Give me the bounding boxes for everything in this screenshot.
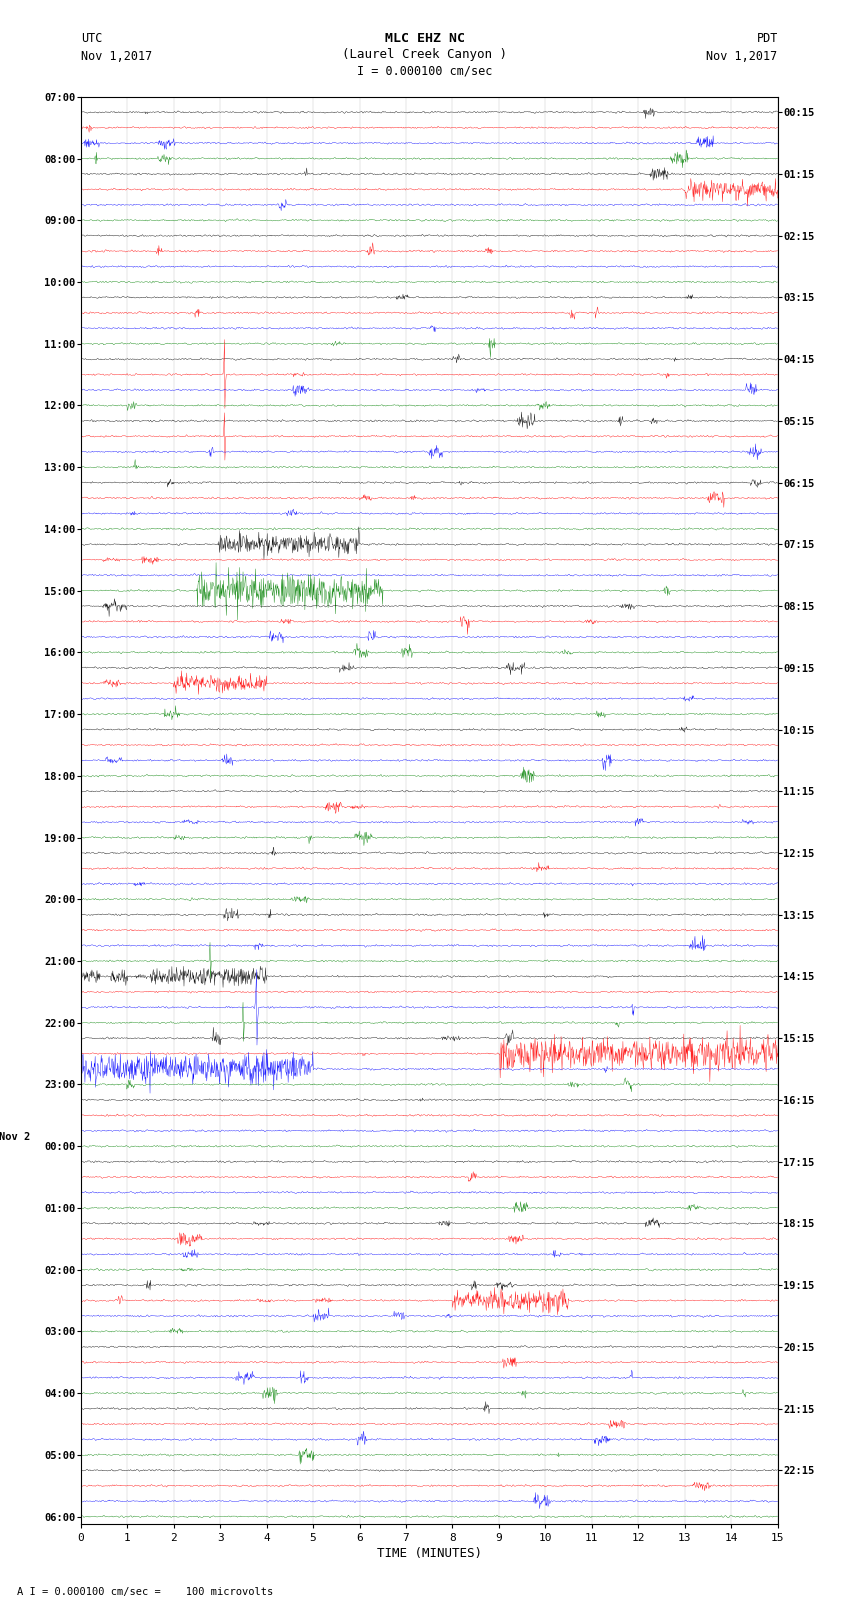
Text: (Laurel Creek Canyon ): (Laurel Creek Canyon ) bbox=[343, 48, 507, 61]
Text: PDT: PDT bbox=[756, 32, 778, 45]
Text: Nov 2: Nov 2 bbox=[0, 1132, 31, 1142]
X-axis label: TIME (MINUTES): TIME (MINUTES) bbox=[377, 1547, 482, 1560]
Text: UTC: UTC bbox=[81, 32, 102, 45]
Text: MLC EHZ NC: MLC EHZ NC bbox=[385, 32, 465, 45]
Text: Nov 1,2017: Nov 1,2017 bbox=[81, 50, 152, 63]
Text: Nov 1,2017: Nov 1,2017 bbox=[706, 50, 778, 63]
Text: I = 0.000100 cm/sec: I = 0.000100 cm/sec bbox=[357, 65, 493, 77]
Text: A I = 0.000100 cm/sec =    100 microvolts: A I = 0.000100 cm/sec = 100 microvolts bbox=[17, 1587, 273, 1597]
